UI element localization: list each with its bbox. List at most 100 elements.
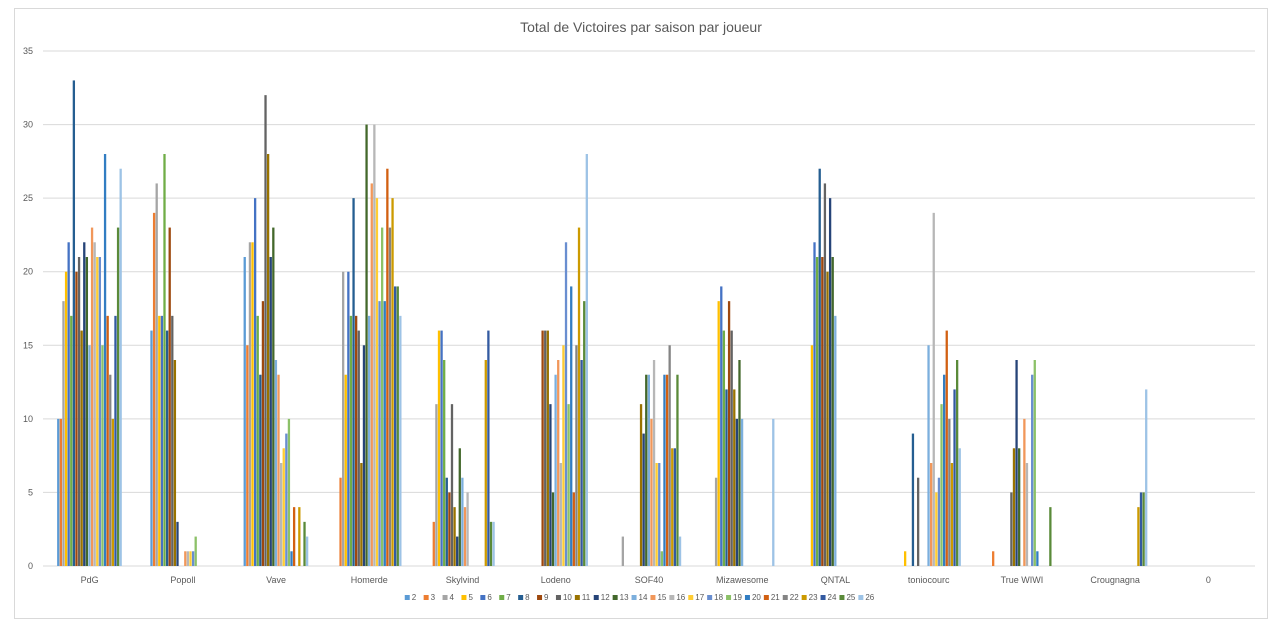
legend-label: 11 bbox=[582, 593, 591, 602]
bar-Mizawesome-5 bbox=[717, 301, 720, 566]
bar-Homerde-26 bbox=[399, 315, 402, 566]
series-19 bbox=[101, 227, 1036, 567]
bar-Skylvind-13 bbox=[458, 448, 461, 566]
legend-swatch bbox=[574, 595, 580, 600]
legend-item-11: 11 bbox=[574, 593, 591, 602]
bar-True WIWI-10 bbox=[1010, 492, 1013, 566]
bar-Vave-3 bbox=[246, 345, 249, 566]
x-tick-label: PdG bbox=[81, 575, 99, 585]
legend-label: 7 bbox=[506, 593, 511, 602]
bar-Popoll-6 bbox=[160, 315, 164, 566]
x-tick-label: toniocourc bbox=[908, 575, 950, 585]
bar-Lodeno-11 bbox=[546, 330, 549, 566]
bar-Popoll-18 bbox=[191, 551, 195, 566]
legend-label: 6 bbox=[487, 593, 492, 602]
legend-item-19: 19 bbox=[726, 593, 742, 602]
bar-PdG-21 bbox=[106, 315, 109, 566]
bar-Homerde-23 bbox=[391, 198, 394, 566]
legend-item-15: 15 bbox=[650, 593, 667, 602]
series-5 bbox=[64, 242, 907, 567]
bar-PdG-10 bbox=[77, 257, 81, 566]
bar-True WIWI-13 bbox=[1018, 448, 1021, 566]
bar-Skylvind-3 bbox=[432, 521, 435, 566]
bar-toniocourc-15 bbox=[929, 463, 933, 566]
bar-Homerde-24 bbox=[394, 286, 397, 566]
x-tick-label: SOF40 bbox=[635, 575, 664, 585]
bar-toniocourc-22 bbox=[948, 418, 951, 566]
legend-label: 19 bbox=[733, 593, 742, 602]
bar-Vave-17 bbox=[282, 448, 285, 566]
series-22 bbox=[109, 227, 951, 567]
x-tick-label: Crougnagna bbox=[1090, 575, 1140, 585]
legend-item-18: 18 bbox=[707, 593, 724, 602]
bar-SOF40-4 bbox=[621, 536, 624, 566]
bar-toniocourc-18 bbox=[937, 477, 941, 566]
bar-Homerde-5 bbox=[344, 374, 347, 566]
chart-title: Total de Victoires par saison par joueur bbox=[520, 19, 762, 35]
series-11 bbox=[80, 154, 1016, 566]
bar-PdG-22 bbox=[109, 374, 112, 566]
legend-item-7: 7 bbox=[499, 593, 511, 602]
bar-toniocourc-16 bbox=[932, 212, 935, 566]
bar-Homerde-3 bbox=[339, 477, 342, 566]
bar-Skylvind-9 bbox=[448, 492, 451, 566]
legend-label: 15 bbox=[657, 593, 666, 602]
legend-item-9: 9 bbox=[537, 593, 549, 602]
legend-item-21: 21 bbox=[763, 593, 780, 602]
bar-Lodeno-13 bbox=[551, 492, 555, 566]
bar-Lodeno-26 bbox=[585, 154, 588, 566]
legend-swatch bbox=[499, 595, 505, 600]
bar-Vave-13 bbox=[272, 227, 275, 567]
legend-item-5: 5 bbox=[461, 593, 473, 602]
bar-Crougnagna-23 bbox=[1137, 507, 1140, 566]
x-tick-label: Mizawesome bbox=[716, 575, 769, 585]
bar-toniocourc-21 bbox=[945, 330, 948, 566]
legend-item-16: 16 bbox=[669, 593, 686, 602]
bar-Homerde-22 bbox=[388, 227, 392, 567]
bar-Skylvind-8 bbox=[445, 477, 448, 566]
bar-toniocourc-8 bbox=[911, 433, 915, 566]
legend-swatch bbox=[763, 595, 769, 600]
legend-label: 26 bbox=[865, 593, 874, 602]
legend-item-3: 3 bbox=[423, 593, 436, 602]
y-tick-label: 10 bbox=[23, 414, 33, 424]
bar-Lodeno-22 bbox=[575, 345, 578, 566]
bar-Lodeno-15 bbox=[557, 360, 560, 566]
bar-toniocourc-10 bbox=[916, 477, 920, 566]
bar-PdG-24 bbox=[114, 315, 117, 566]
legend-label: 18 bbox=[714, 593, 723, 602]
bar-Vave-15 bbox=[277, 374, 280, 566]
bar-PdG-9 bbox=[75, 271, 78, 566]
bar-Lodeno-23 bbox=[577, 227, 581, 567]
bar-Popoll-2 bbox=[150, 330, 153, 566]
bar-Popoll-10 bbox=[171, 315, 174, 566]
bar-Mizawesome-7 bbox=[722, 330, 726, 566]
bar-Vave-16 bbox=[279, 463, 283, 566]
legend-swatch bbox=[650, 595, 656, 600]
bar-Popoll-19 bbox=[194, 536, 197, 566]
legend-swatch bbox=[688, 595, 694, 600]
bar-SOF40-17 bbox=[655, 463, 658, 566]
bar-SOF40-25 bbox=[676, 374, 679, 566]
series-10 bbox=[77, 95, 1013, 567]
bar-PdG-11 bbox=[80, 330, 83, 566]
legend-swatch bbox=[801, 595, 807, 600]
x-tick-label: 0 bbox=[1206, 575, 1211, 585]
bar-Vave-26 bbox=[305, 536, 309, 566]
bar-SOF40-11 bbox=[639, 404, 643, 566]
bar-Lodeno-17 bbox=[562, 345, 565, 566]
legend-label: 4 bbox=[450, 593, 455, 602]
bar-SOF40-21 bbox=[665, 374, 669, 566]
legend-label: 5 bbox=[468, 593, 473, 602]
bar-toniocourc-20 bbox=[942, 374, 946, 566]
bar-Vave-18 bbox=[285, 433, 288, 566]
legend-label: 16 bbox=[676, 593, 685, 602]
bar-PdG-3 bbox=[59, 418, 63, 566]
bar-SOF40-16 bbox=[652, 360, 656, 566]
bar-PdG-15 bbox=[90, 227, 94, 567]
bar-Homerde-4 bbox=[342, 271, 345, 566]
bar-QNTAL-12 bbox=[828, 198, 832, 566]
chart-frame: Total de Victoires par saison par joueur… bbox=[14, 8, 1268, 619]
legend-swatch bbox=[480, 595, 486, 600]
bar-Vave-12 bbox=[269, 257, 272, 566]
